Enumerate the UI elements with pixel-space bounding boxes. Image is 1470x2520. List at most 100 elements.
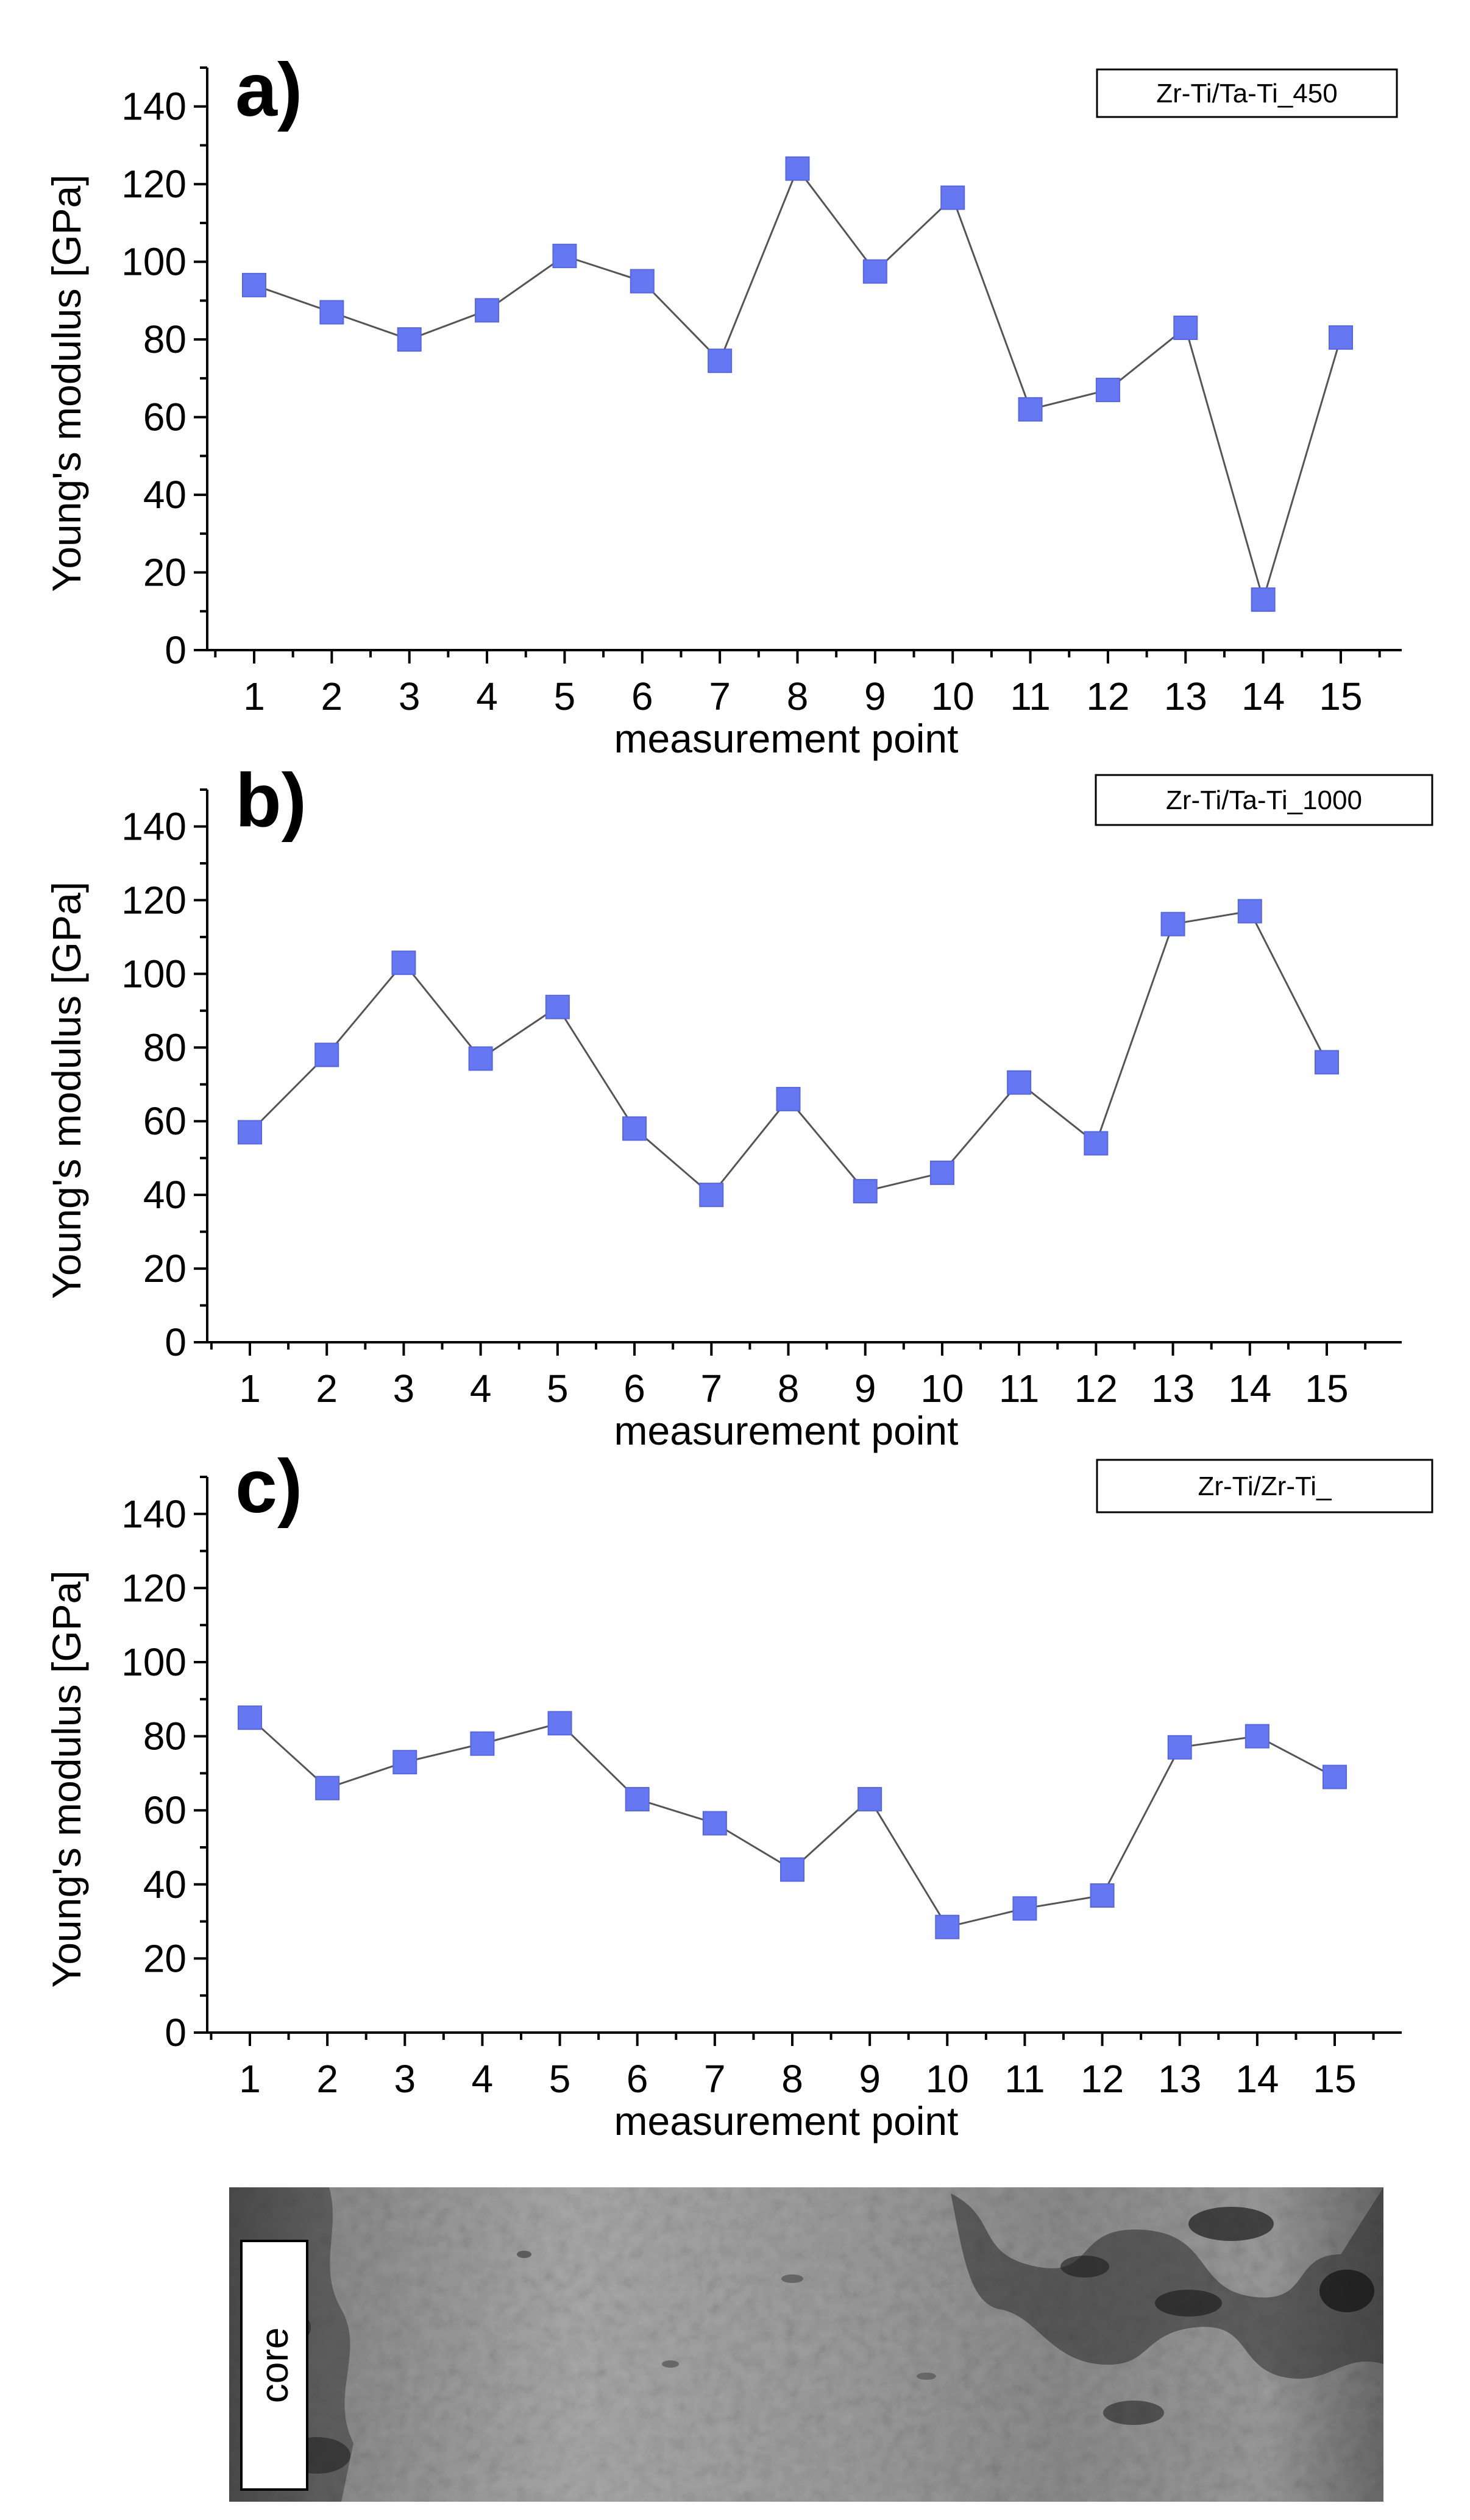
x-tick-label: 6 [631,674,653,718]
y-tick-label: 0 [165,2011,186,2055]
y-tick-label: 40 [143,1173,186,1217]
data-point [1251,587,1276,612]
x-tick-label: 4 [470,1367,492,1410]
y-tick-label: 140 [121,804,186,848]
data-point [552,244,577,269]
legend-box [1095,774,1433,826]
x-tick-label: 11 [1004,2057,1045,2101]
data-point [708,349,733,373]
y-tick-label: 0 [165,628,186,672]
x-tick-label: 9 [854,1367,876,1410]
x-tick-label: 15 [1305,1367,1348,1410]
data-point [470,1731,495,1756]
y-tick-label: 140 [121,1492,186,1536]
x-tick-label: 12 [1074,1367,1118,1410]
x-tick-label: 4 [472,2057,494,2101]
sem-micrograph: core [229,2187,1383,2502]
micrograph-pore [1188,2207,1274,2241]
data-point [702,1811,727,1836]
legend-label: Zr-Ti/Ta-Ti_450 [1156,79,1337,108]
data-point [1018,397,1043,422]
legend-label: Zr-Ti/Zr-Ti_ [1198,1471,1332,1501]
data-point [397,327,422,352]
x-tick-label: 4 [476,674,498,718]
data-point [1007,1070,1032,1095]
y-tick-label: 0 [165,1320,186,1364]
x-tick-label: 12 [1081,2057,1124,2101]
x-tick-label: 6 [627,2057,648,2101]
data-point [857,1786,882,1811]
data-point [1160,911,1185,936]
y-tick-label: 20 [143,1936,186,1980]
data-point [315,1775,340,1800]
data-point [1095,377,1120,402]
x-tick-label: 8 [778,1367,800,1410]
legend-box [1096,1459,1433,1513]
legend-label: Zr-Ti/Ta-Ti_1000 [1166,785,1362,815]
x-tick-label: 14 [1235,2057,1279,2101]
data-point [314,1042,339,1067]
x-tick-label: 10 [926,2057,969,2101]
y-tick-label: 80 [143,1715,186,1758]
data-point [391,950,416,975]
panel-label: c) [235,1445,302,1529]
micrograph-image [229,2187,1383,2502]
x-tick-label: 6 [623,1367,645,1410]
x-tick-label: 8 [781,2057,803,2101]
data-point [1173,316,1198,341]
data-point [545,994,570,1019]
x-tick-label: 9 [859,2057,881,2101]
x-tick-label: 3 [393,1367,415,1410]
micrograph-pore [1103,2401,1164,2425]
x-tick-label: 5 [554,674,576,718]
data-point [776,1086,801,1111]
y-tick-label: 60 [143,1788,186,1832]
y-tick-label: 120 [121,162,186,206]
micrograph-pore [662,2360,679,2368]
x-tick-label: 1 [243,674,265,718]
data-point [1090,1883,1115,1908]
micrograph-pore [781,2274,803,2283]
x-tick-label: 8 [787,674,809,718]
data-point [1012,1896,1037,1921]
x-tick-label: 14 [1241,674,1285,718]
y-tick-label: 100 [121,1640,186,1684]
y-tick-label: 100 [121,952,186,996]
data-point [780,1857,804,1882]
data-point [242,272,266,297]
data-point [547,1711,572,1736]
y-tick-label: 60 [143,1099,186,1143]
x-axis-title: measurement point [614,716,959,761]
x-tick-label: 2 [321,674,343,718]
x-tick-label: 11 [999,1367,1039,1410]
micrograph-pore [1060,2256,1109,2278]
micrograph-pore [1319,2270,1374,2312]
y-tick-label: 20 [143,551,186,595]
x-tick-label: 5 [549,2057,571,2101]
data-point [862,259,887,284]
data-point [238,1120,262,1145]
x-tick-label: 2 [316,1367,338,1410]
x-tick-label: 11 [1010,674,1050,718]
series-line [254,166,1342,603]
x-tick-label: 2 [316,2057,338,2101]
data-point [1245,1724,1269,1749]
x-tick-label: 5 [547,1367,569,1410]
data-point [238,1705,262,1730]
x-tick-label: 13 [1158,2057,1201,2101]
y-tick-label: 80 [143,317,186,361]
data-point [475,298,500,323]
x-tick-label: 1 [239,2057,261,2101]
x-tick-label: 15 [1313,2057,1356,2101]
x-tick-label: 3 [394,2057,416,2101]
y-axis-title: Young's modulus [GPa] [44,1570,89,1987]
x-tick-label: 1 [239,1367,261,1410]
data-point [940,185,965,210]
x-tick-label: 10 [920,1367,964,1410]
x-tick-label: 13 [1164,674,1207,718]
data-point [929,1160,954,1185]
